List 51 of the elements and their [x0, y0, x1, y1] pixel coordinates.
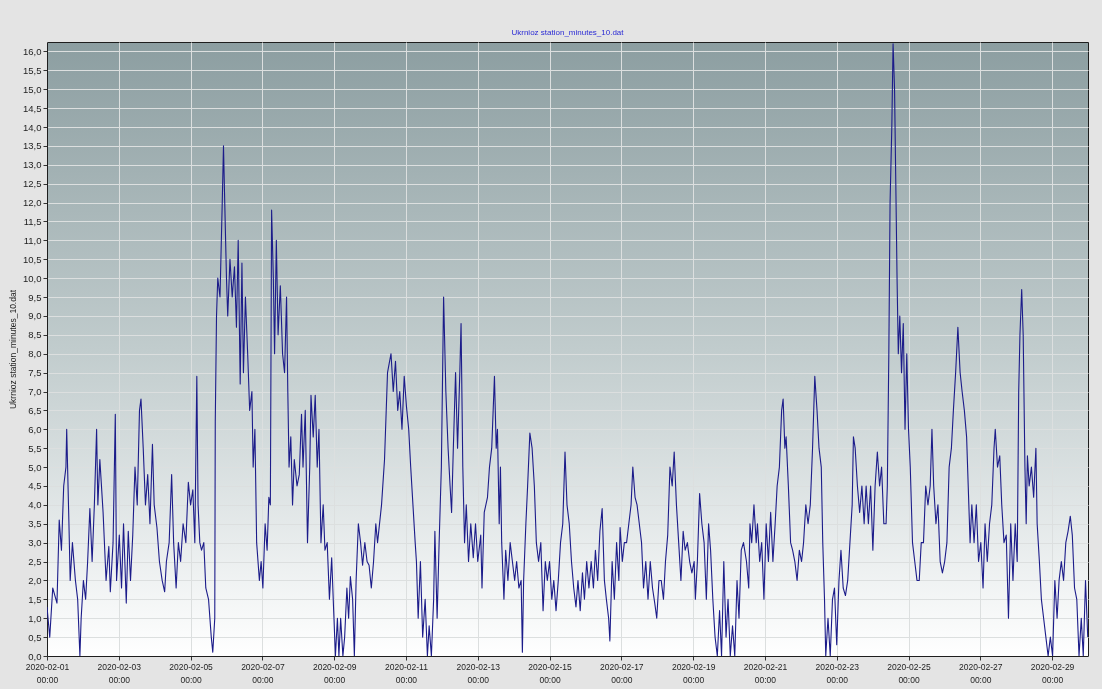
x-tick-label: 2020-02-23 00:00 — [815, 661, 860, 685]
y-tick-label: 14,5 — [23, 102, 42, 114]
x-tick-label: 2020-02-19 00:00 — [671, 661, 716, 685]
y-tick-label: 16,0 — [23, 45, 42, 57]
y-tick-label: 4,0 — [28, 499, 42, 511]
y-tick-label: 9,0 — [28, 310, 42, 322]
x-tick-label: 2020-02-03 00:00 — [97, 661, 142, 685]
y-tick-label: 11,5 — [23, 215, 42, 227]
line-series — [47, 43, 1088, 656]
y-tick-label: 10,0 — [23, 272, 42, 284]
y-tick-label: 3,0 — [28, 537, 42, 549]
y-tick-label: 10,5 — [23, 253, 42, 265]
y-tick-label: 15,0 — [23, 83, 42, 95]
y-tick-label: 13,0 — [23, 159, 42, 171]
y-tick-label: 14,0 — [23, 121, 42, 133]
y-tick-label: 8,0 — [28, 348, 42, 360]
x-tick-label: 2020-02-07 00:00 — [241, 661, 285, 685]
x-tick-label: 2020-02-13 00:00 — [456, 661, 501, 685]
y-tick-label: 12,0 — [23, 197, 42, 209]
y-tick-label: 4,5 — [28, 480, 42, 492]
y-tick-label: 7,0 — [28, 386, 42, 398]
y-tick-label: 11,0 — [23, 234, 42, 246]
x-tick-label: 2020-02-01 00:00 — [25, 661, 70, 685]
y-tick-label: 3,5 — [28, 518, 42, 530]
y-tick-label: 8,5 — [28, 329, 42, 341]
y-tick-label: 1,0 — [28, 612, 42, 624]
x-tick-label: 2020-02-09 00:00 — [312, 661, 357, 685]
x-tick-label: 2020-02-29 00:00 — [1030, 661, 1075, 685]
y-tick-label: 13,5 — [23, 140, 42, 152]
x-tick-label: 2020-02-05 00:00 — [169, 661, 214, 685]
y-tick-label: 5,5 — [28, 442, 42, 454]
y-tick-label: 15,5 — [23, 64, 42, 76]
x-tick-label: 2020-02-21 00:00 — [743, 661, 788, 685]
x-tick-label: 2020-02-11 00:00 — [385, 661, 429, 685]
x-tick-label: 2020-02-25 00:00 — [887, 661, 932, 685]
y-axis-title: Ukrnioz station_minutes_10.dat — [8, 289, 19, 410]
y-tick-label: 5,0 — [28, 461, 42, 473]
y-tick-label: 0,5 — [28, 631, 42, 643]
y-tick-label: 9,5 — [28, 291, 42, 303]
y-tick-label: 2,5 — [28, 556, 42, 568]
y-tick-label: 2,0 — [28, 574, 42, 586]
y-tick-label: 6,0 — [28, 423, 42, 435]
chart-title: Ukrnioz station_minutes_10.dat — [511, 28, 625, 37]
x-tick-label: 2020-02-17 00:00 — [600, 661, 644, 685]
y-tick-label: 12,5 — [23, 178, 42, 190]
y-tick-label: 6,5 — [28, 404, 42, 416]
x-tick-label: 2020-02-15 00:00 — [528, 661, 573, 685]
x-tick-label: 2020-02-27 00:00 — [959, 661, 1003, 685]
y-tick-label: 1,5 — [28, 593, 42, 605]
y-tick-label: 7,5 — [28, 367, 42, 379]
y-tick-label: 0,0 — [28, 650, 42, 662]
